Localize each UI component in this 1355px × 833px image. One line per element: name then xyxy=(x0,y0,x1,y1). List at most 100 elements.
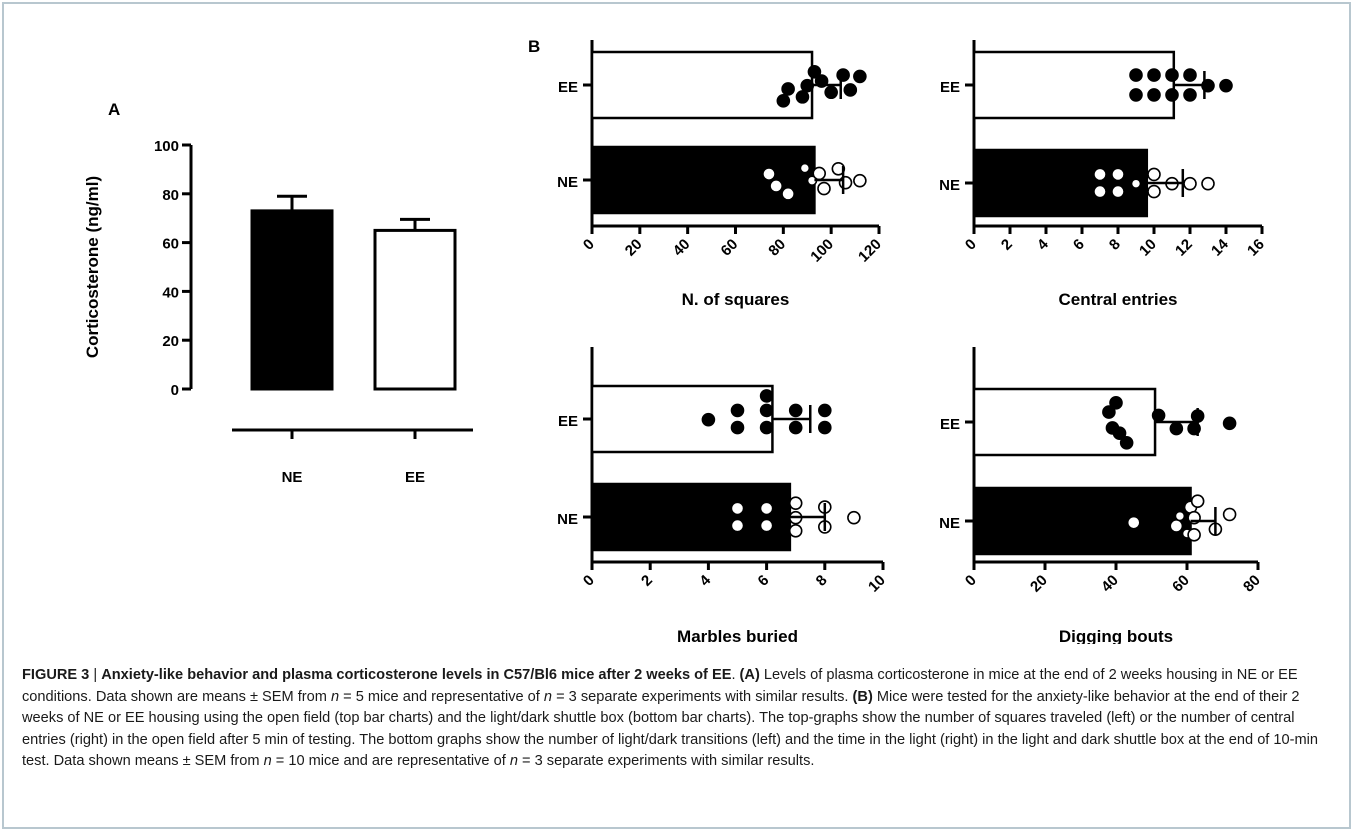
x-tick-label: 12 xyxy=(1172,236,1196,260)
caption-text-b: Mice were tested for the anxiety-like be… xyxy=(22,688,1319,770)
caption-figure-label: FIGURE 3 xyxy=(22,667,90,683)
data-point xyxy=(817,181,831,196)
data-point xyxy=(1174,510,1186,522)
data-point xyxy=(1187,528,1201,542)
y-axis-title: Corticosterone (ng/ml) xyxy=(83,176,102,358)
y-tick-label: 40 xyxy=(162,284,179,301)
x-tick-label: 40 xyxy=(1098,572,1122,596)
x-tick-label: 6 xyxy=(755,572,773,590)
y-tick-label: 20 xyxy=(162,333,179,350)
x-tick-label: NE xyxy=(282,469,303,486)
data-point xyxy=(1147,88,1161,102)
x-tick-label: 40 xyxy=(670,236,694,260)
data-point xyxy=(1201,176,1215,191)
data-point xyxy=(1112,169,1124,180)
data-point xyxy=(824,85,838,100)
data-point xyxy=(759,403,774,418)
data-point xyxy=(1165,68,1179,82)
caption-n-value: = 10 mice and are representative of xyxy=(271,753,510,769)
caption-n: n xyxy=(509,753,518,769)
data-point xyxy=(732,503,743,514)
y-tick-label: NE xyxy=(557,511,578,528)
data-point xyxy=(1129,68,1143,82)
caption-title: Anxiety-like behavior and plasma cortico… xyxy=(101,667,732,683)
caption-n-value: = 3 separate experiments with similar re… xyxy=(552,688,853,705)
x-tick-label: 16 xyxy=(1244,236,1268,260)
bar xyxy=(373,228,457,391)
data-point xyxy=(836,68,850,82)
data-point xyxy=(770,180,782,192)
x-tick-label: 0 xyxy=(580,236,598,254)
x-tick-label: 60 xyxy=(718,236,742,260)
x-tick-label: 0 xyxy=(962,572,980,590)
data-point xyxy=(1169,421,1184,436)
data-point xyxy=(759,420,774,435)
x-tick-label: EE xyxy=(405,469,425,486)
data-point xyxy=(781,82,795,96)
data-point xyxy=(759,389,774,403)
x-tick-label: 10 xyxy=(1136,236,1160,260)
data-point xyxy=(1219,78,1233,93)
data-point xyxy=(838,175,853,190)
figure-caption: FIGURE 3 | Anxiety-like behavior and pla… xyxy=(22,667,1319,770)
bar xyxy=(590,384,774,454)
x-axis-title: Digging bouts xyxy=(1059,627,1173,644)
bar xyxy=(972,50,1176,120)
x-tick-label: 0 xyxy=(962,236,980,254)
y-tick-label: EE xyxy=(940,416,960,433)
data-point xyxy=(730,403,745,418)
x-tick-label: 20 xyxy=(1027,572,1051,596)
y-tick-label: NE xyxy=(557,174,578,191)
chart-central-entries: 0 2 4 6 8 10 12 14 16 Central entries EE NE xyxy=(939,40,1268,309)
y-tick-label: NE xyxy=(939,515,960,532)
data-point xyxy=(1190,494,1205,509)
data-point xyxy=(1102,405,1116,419)
data-point xyxy=(1128,517,1140,528)
bar xyxy=(972,148,1149,218)
x-axis-title: N. of squares xyxy=(682,290,790,309)
data-point xyxy=(1109,396,1123,410)
bar xyxy=(972,486,1192,556)
data-point xyxy=(1147,184,1161,199)
data-point xyxy=(1094,186,1106,197)
x-tick-label: 14 xyxy=(1208,235,1232,259)
caption-n-value: = 3 separate experiments with similar re… xyxy=(517,753,815,769)
data-point xyxy=(782,188,794,200)
x-tick-label: 6 xyxy=(1070,236,1088,254)
bar xyxy=(250,209,334,391)
caption-n: n xyxy=(330,688,340,705)
caption-ref-a: (A) xyxy=(739,667,760,683)
x-tick-label: 0 xyxy=(580,572,598,590)
data-point xyxy=(788,403,803,418)
caption-n-value: = 5 mice and representative of xyxy=(339,688,544,705)
caption-text-a: Levels of plasma corticosterone in mice … xyxy=(22,667,1298,705)
x-axis-title: Central entries xyxy=(1058,290,1177,309)
data-point xyxy=(817,403,832,418)
x-tick-label: 120 xyxy=(855,236,885,266)
x-tick-label: 10 xyxy=(865,572,889,596)
data-point xyxy=(1183,68,1197,82)
data-point xyxy=(853,173,867,188)
data-point xyxy=(843,83,858,97)
data-point xyxy=(732,520,743,531)
data-point xyxy=(761,503,772,514)
data-point xyxy=(1130,178,1142,189)
data-point xyxy=(1222,507,1237,522)
data-point xyxy=(1147,167,1161,182)
y-tick-label: 60 xyxy=(162,236,179,253)
data-point xyxy=(701,412,716,427)
chart-digging-bouts: 0 20 40 60 80 Digging bouts EE NE xyxy=(939,347,1264,644)
data-point xyxy=(788,420,803,435)
x-tick-label: 80 xyxy=(765,236,789,260)
y-tick-label: 100 xyxy=(154,138,179,155)
y-tick-label: EE xyxy=(558,413,578,430)
data-point xyxy=(788,496,803,510)
chart-marbles-buried: 0 2 4 6 8 10 Marbles buried EE NE xyxy=(557,347,889,644)
data-point xyxy=(788,524,803,538)
data-point xyxy=(1119,435,1134,450)
chart-squares: 0 20 40 60 80 100 120 N. of squares EE NE xyxy=(557,40,885,309)
chart-corticosterone: 0 20 40 60 80 100 Corticosterone (ng/ml) NE EE xyxy=(83,138,473,486)
data-point xyxy=(812,166,827,181)
data-point xyxy=(763,168,775,180)
